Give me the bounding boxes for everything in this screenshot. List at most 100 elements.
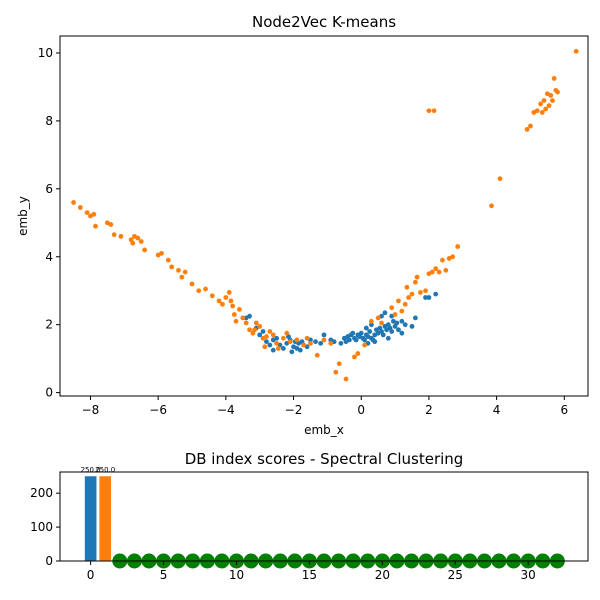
db-index-x-ticks: 0 5 10 15 20 25 30 bbox=[87, 561, 536, 582]
scatter-point-s1-51 bbox=[294, 337, 300, 343]
scatter-point-s1-55 bbox=[314, 352, 320, 358]
scatter-x-tick-label: −6 bbox=[149, 403, 167, 417]
scatter-point-s1-33 bbox=[231, 312, 237, 317]
scatter-point-s0-73 bbox=[423, 295, 428, 300]
scatter-point-s1-76 bbox=[423, 288, 428, 294]
scatter-point-s0-70 bbox=[399, 330, 405, 336]
db-index-x-tick-label: 25 bbox=[448, 568, 463, 582]
db-index-y-tick-label: 0 bbox=[45, 554, 53, 568]
scatter-point-s0-60 bbox=[396, 327, 401, 333]
scatter-point-s1-25 bbox=[203, 286, 208, 292]
scatter-point-s1-26 bbox=[209, 293, 215, 299]
scatter-point-s1-60 bbox=[343, 376, 349, 382]
scatter-point-s0-38 bbox=[358, 330, 364, 336]
scatter-point-s0-24 bbox=[318, 340, 324, 346]
scatter-point-s1-62 bbox=[355, 351, 361, 356]
scatter-point-s1-105 bbox=[573, 48, 579, 54]
scatter-point-s1-12 bbox=[130, 240, 136, 246]
scatter-point-s1-102 bbox=[551, 76, 557, 81]
scatter-point-s1-40 bbox=[253, 320, 259, 326]
scatter-point-s1-15 bbox=[142, 247, 148, 253]
scatter-point-s1-93 bbox=[534, 108, 540, 114]
scatter-x-label: emb_x bbox=[304, 423, 344, 437]
scatter-point-s0-23 bbox=[313, 339, 318, 345]
scatter-point-s1-34 bbox=[233, 318, 239, 324]
scatter-point-s1-22 bbox=[182, 269, 188, 275]
scatter-point-s1-90 bbox=[524, 126, 530, 132]
scatter-y-tick-label: 0 bbox=[45, 386, 53, 400]
scatter-point-s1-20 bbox=[176, 267, 181, 273]
scatter-point-s1-58 bbox=[333, 369, 339, 375]
scatter-point-s1-69 bbox=[402, 301, 408, 307]
scatter-point-s1-13 bbox=[135, 235, 141, 241]
scatter-point-s1-63 bbox=[362, 342, 368, 348]
scatter-point-s1-78 bbox=[429, 269, 435, 275]
scatter-point-s1-30 bbox=[226, 290, 232, 295]
scatter-point-s1-74 bbox=[414, 274, 420, 280]
db-index-x-tick-label: 0 bbox=[87, 568, 95, 582]
scatter-point-s1-1 bbox=[77, 205, 83, 210]
scatter-point-s1-86 bbox=[426, 108, 432, 114]
scatter-point-s1-66 bbox=[389, 305, 395, 311]
scatter-point-s1-101 bbox=[550, 98, 555, 103]
scatter-point-s0-79 bbox=[363, 325, 369, 331]
scatter-point-s1-67 bbox=[396, 298, 401, 304]
db-index-x-tick-label: 5 bbox=[160, 568, 168, 582]
scatter-point-s1-106 bbox=[252, 327, 258, 333]
scatter-point-s1-7 bbox=[108, 222, 114, 227]
scatter-point-s1-97 bbox=[543, 106, 549, 112]
scatter-point-s1-108 bbox=[392, 312, 398, 317]
scatter-point-s1-61 bbox=[352, 354, 357, 360]
scatter-point-s1-18 bbox=[165, 257, 171, 263]
scatter-point-s1-53 bbox=[304, 335, 310, 341]
scatter-point-s1-89 bbox=[497, 176, 503, 182]
scatter-y-tick-label: 10 bbox=[38, 46, 53, 60]
scatter-x-tick-label: 4 bbox=[493, 403, 501, 417]
scatter-point-s1-5 bbox=[93, 223, 98, 229]
scatter-point-s1-95 bbox=[539, 110, 545, 115]
scatter-point-s1-56 bbox=[321, 337, 327, 343]
scatter-chart: Node2Vec K-means −8 −6 −4 −2 0 2 4 6 0 2 4 6 8 10 em… bbox=[16, 13, 589, 437]
scatter-x-ticks: −8 −6 −4 −2 0 2 4 6 bbox=[82, 396, 568, 417]
scatter-point-s0-1 bbox=[247, 313, 252, 319]
scatter-point-s0-71 bbox=[368, 322, 374, 328]
scatter-point-s1-49 bbox=[284, 330, 290, 336]
scatter-point-s0-77 bbox=[289, 349, 295, 355]
scatter-y-tick-label: 6 bbox=[45, 182, 53, 196]
scatter-point-s1-99 bbox=[546, 103, 552, 109]
scatter-point-s0-72 bbox=[385, 335, 391, 341]
scatter-point-s1-45 bbox=[267, 329, 273, 334]
scatter-point-s0-10 bbox=[280, 346, 286, 351]
scatter-y-tick-label: 4 bbox=[45, 250, 53, 264]
scatter-point-s0-67 bbox=[343, 339, 349, 345]
scatter-point-s1-64 bbox=[368, 318, 374, 324]
scatter-point-s0-6 bbox=[267, 342, 273, 348]
scatter-point-s1-88 bbox=[489, 203, 494, 209]
scatter-point-s1-48 bbox=[280, 335, 286, 341]
scatter-point-s1-46 bbox=[270, 332, 276, 338]
scatter-point-s1-32 bbox=[230, 303, 236, 309]
scatter-point-s1-4 bbox=[91, 211, 97, 217]
scatter-x-tick-label: 6 bbox=[560, 403, 568, 417]
scatter-point-s1-70 bbox=[404, 284, 410, 290]
scatter-point-s1-31 bbox=[228, 298, 234, 304]
scatter-point-s1-41 bbox=[257, 323, 263, 329]
scatter-point-s1-19 bbox=[169, 264, 175, 270]
scatter-point-s1-23 bbox=[189, 281, 195, 287]
scatter-point-s0-28 bbox=[338, 340, 344, 346]
db-index-y-ticks: 0 100 200 bbox=[30, 486, 60, 568]
db-index-x-tick-label: 20 bbox=[375, 568, 390, 582]
scatter-point-s0-63 bbox=[409, 323, 415, 329]
scatter-point-s0-75 bbox=[433, 291, 439, 297]
scatter-point-s1-24 bbox=[196, 288, 202, 294]
scatter-points bbox=[71, 48, 579, 382]
scatter-x-tick-label: 2 bbox=[425, 403, 433, 417]
scatter-y-label: emb_y bbox=[16, 196, 30, 236]
db-index-x-tick-label: 30 bbox=[521, 568, 536, 582]
scatter-point-s0-40 bbox=[362, 337, 368, 343]
scatter-point-s1-82 bbox=[443, 267, 449, 273]
db-index-bar-0 bbox=[84, 476, 97, 561]
scatter-point-s1-29 bbox=[223, 295, 229, 300]
scatter-point-s1-9 bbox=[118, 233, 124, 239]
